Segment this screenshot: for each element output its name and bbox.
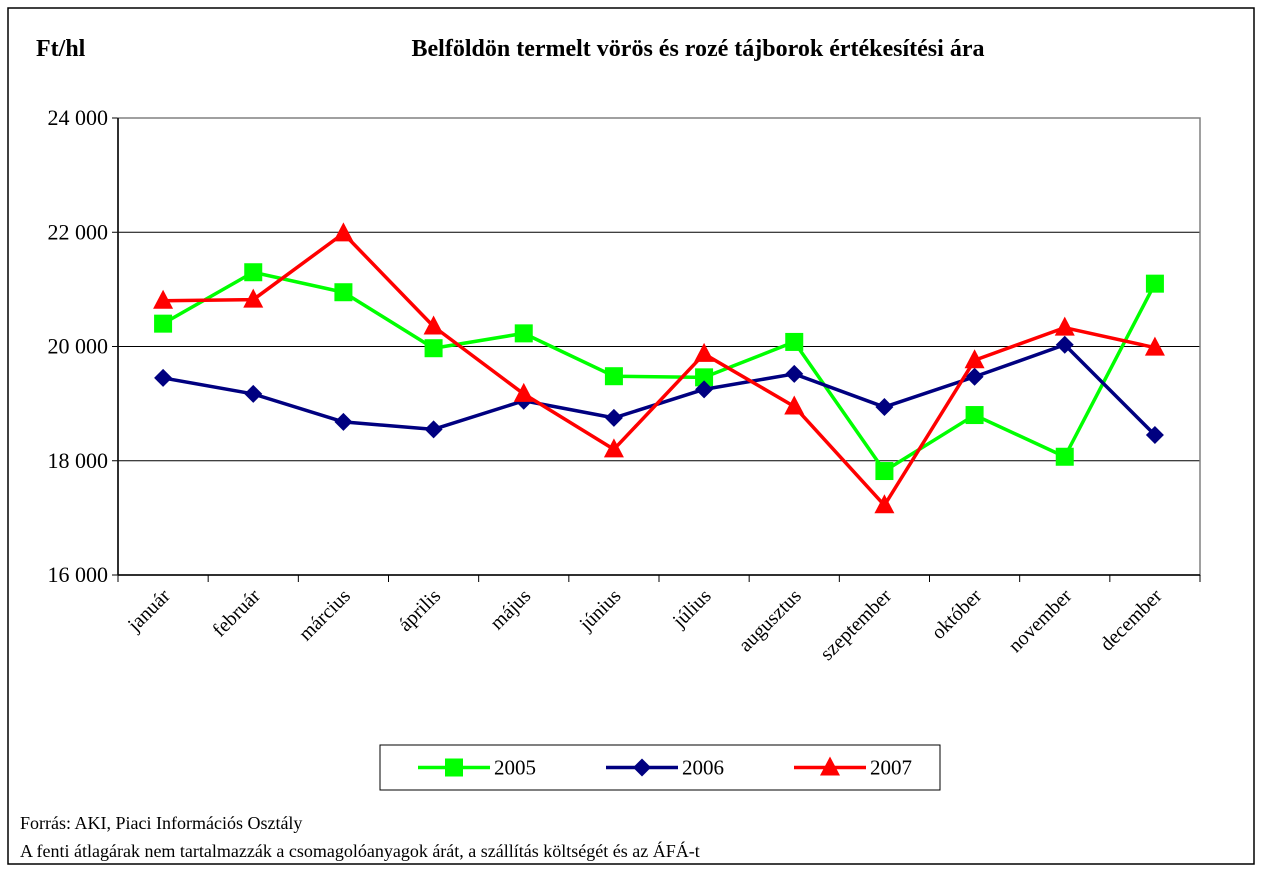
y-tick-label: 24 000	[48, 105, 109, 130]
marker	[1145, 426, 1164, 445]
marker	[243, 288, 264, 308]
marker	[633, 758, 651, 777]
legend-label: 2005	[494, 756, 536, 780]
marker	[874, 494, 895, 514]
marker	[424, 420, 443, 439]
y-tick-label: 16 000	[48, 562, 109, 587]
marker	[445, 758, 463, 777]
marker	[875, 462, 894, 481]
series-line	[162, 270, 1157, 473]
marker	[784, 395, 805, 415]
marker	[965, 367, 984, 386]
marker	[154, 368, 173, 387]
marker	[820, 756, 840, 776]
marker	[694, 342, 715, 362]
marker	[1055, 447, 1074, 466]
y-tick-label: 22 000	[48, 219, 109, 244]
marker	[244, 384, 263, 403]
series-line	[163, 231, 1156, 508]
marker	[1055, 335, 1074, 354]
marker	[244, 263, 263, 282]
marker	[154, 314, 173, 333]
y-axis-label: Ft/hl	[36, 36, 86, 62]
marker	[1144, 336, 1165, 356]
marker	[785, 332, 804, 351]
marker	[695, 380, 714, 399]
marker	[1145, 274, 1164, 293]
source-note: Forrás: AKI, Piaci Információs Osztály	[20, 813, 302, 833]
marker	[423, 315, 444, 335]
marker	[513, 382, 534, 402]
marker	[424, 339, 443, 358]
chart-frame	[7, 7, 1255, 865]
marker	[965, 406, 984, 425]
marker	[1054, 316, 1075, 336]
y-tick-label: 20 000	[48, 334, 109, 359]
marker	[604, 367, 623, 386]
marker	[603, 438, 624, 458]
marker	[695, 368, 714, 387]
marker	[875, 398, 894, 417]
marker	[604, 408, 623, 427]
marker	[514, 324, 533, 343]
marker	[333, 222, 354, 242]
footnote: A fenti átlagárak nem tartalmazzák a cso…	[20, 840, 700, 861]
marker	[785, 364, 804, 383]
legend-label: 2007	[870, 756, 912, 780]
marker	[334, 283, 353, 302]
chart-title: Belföldön termelt vörös és rozé tájborok…	[412, 36, 985, 62]
marker	[964, 349, 985, 369]
marker	[153, 289, 174, 309]
marker	[334, 412, 353, 431]
y-tick-label: 18 000	[48, 448, 109, 473]
legend-label: 2006	[682, 756, 724, 780]
